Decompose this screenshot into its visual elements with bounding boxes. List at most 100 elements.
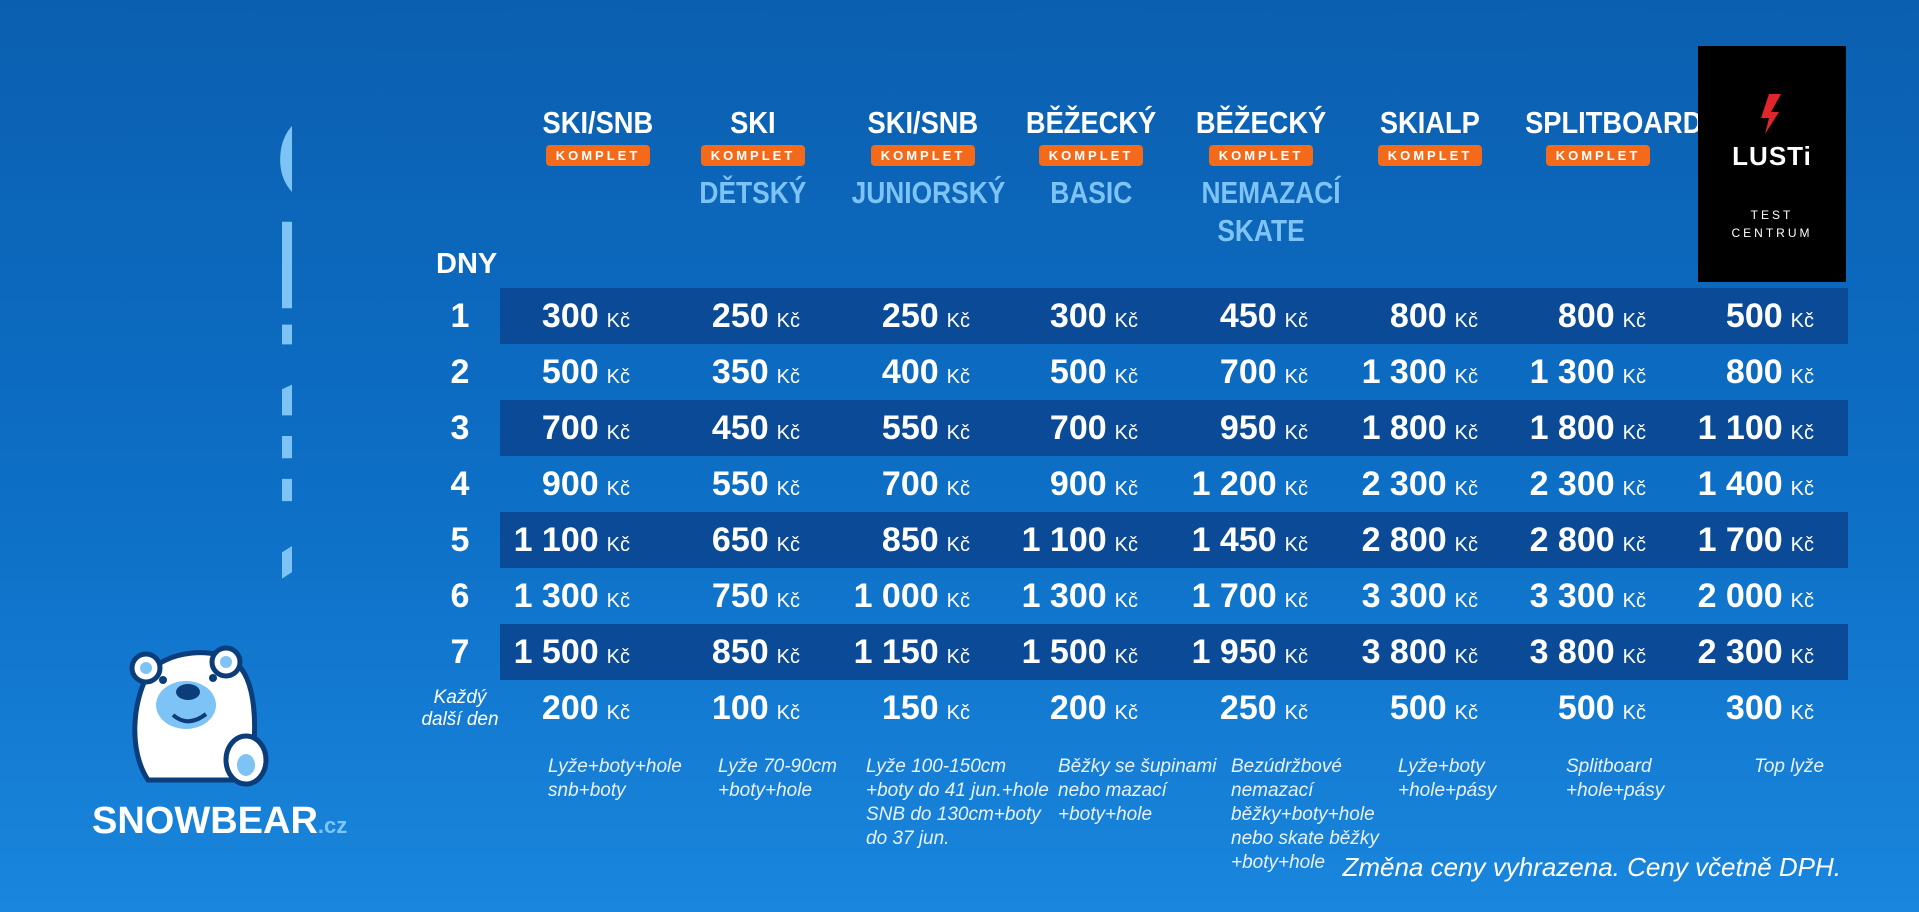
price-value: 3 800 <box>1361 633 1447 671</box>
description-line: snb+boty <box>548 780 626 801</box>
cenik-title-graphic: CENÍK <box>241 100 453 580</box>
price-value: 1 800 <box>1361 409 1447 447</box>
price-cell: 500 Kč <box>1644 288 1814 349</box>
price-value: 1 200 <box>1191 465 1277 503</box>
price-value: 800 <box>1389 297 1447 335</box>
currency: Kč <box>1284 366 1308 388</box>
price-value: 900 <box>541 465 599 503</box>
price-cell: 700 Kč <box>460 400 630 461</box>
currency: Kč <box>1454 534 1478 556</box>
currency: Kč <box>606 478 630 500</box>
price-cell: 1 800 Kč <box>1476 400 1646 461</box>
description-line: +boty do 41 jun.+hole <box>866 780 1049 801</box>
currency: Kč <box>1454 310 1478 332</box>
day-number: 5 <box>450 521 470 559</box>
col-title: SKIALP <box>1379 105 1481 140</box>
col-subtitle: NEMAZACÍ SKATE <box>1201 175 1341 248</box>
currency: Kč <box>1622 590 1646 612</box>
currency: Kč <box>776 646 800 668</box>
description-line: +boty+hole <box>1058 804 1153 825</box>
price-cell: 250 Kč <box>800 288 970 349</box>
description-line: +boty+hole <box>1231 852 1326 873</box>
currency: Kč <box>606 590 630 612</box>
lusti-test-centrum-logo: LUSTi TEST CENTRUM <box>1698 46 1846 282</box>
currency: Kč <box>606 422 630 444</box>
price-cell: 650 Kč <box>630 512 800 573</box>
price-value: 350 <box>711 353 769 391</box>
days-label: DNY <box>436 248 498 280</box>
price-value: 1 950 <box>1191 633 1277 671</box>
currency: Kč <box>1622 422 1646 444</box>
currency: Kč <box>946 646 970 668</box>
currency: Kč <box>776 366 800 388</box>
price-cell: 1 700 Kč <box>1644 512 1814 573</box>
description-line: do 37 jun. <box>866 828 950 849</box>
currency: Kč <box>1622 366 1646 388</box>
col-header-3: SKI/SNB KOMPLET JUNIORSKÝ <box>838 105 1008 212</box>
price-cell: 700 Kč <box>1138 344 1308 405</box>
price-cell: 850 Kč <box>800 512 970 573</box>
price-value: 2 300 <box>1697 633 1783 671</box>
komplet-badge: KOMPLET <box>700 145 806 166</box>
currency: Kč <box>606 646 630 668</box>
column-description: Splitboard +hole+pásy <box>1566 755 1664 803</box>
col-subtitle: BASIC <box>1049 175 1132 210</box>
price-cell: 1 200 Kč <box>1138 456 1308 517</box>
price-value: 1 500 <box>1021 633 1107 671</box>
price-cell: 950 Kč <box>1138 400 1308 461</box>
description-line: Bezúdržbové <box>1231 756 1342 777</box>
price-value: 2 000 <box>1697 577 1783 615</box>
column-description: Top lyže <box>1754 755 1824 779</box>
price-cell: 1 400 Kč <box>1644 456 1814 517</box>
description-line: +hole+pásy <box>1566 780 1665 801</box>
price-cell: 800 Kč <box>1644 344 1814 405</box>
col-title: SKI/SNB <box>867 105 979 140</box>
price-cell: 2 800 Kč <box>1308 512 1478 573</box>
currency: Kč <box>1284 422 1308 444</box>
price-value: 2 300 <box>1361 465 1447 503</box>
komplet-badge: KOMPLET <box>1545 145 1651 166</box>
next-day-label-1: Každý <box>433 687 487 708</box>
column-description: Běžky se šupinami nebo mazací +boty+hole <box>1058 755 1216 827</box>
price-value: 700 <box>881 465 939 503</box>
currency: Kč <box>1114 702 1138 724</box>
col-subtitle: JUNIORSKÝ <box>851 175 1006 210</box>
description-line: Lyže 70-90cm <box>718 756 837 777</box>
currency: Kč <box>776 310 800 332</box>
lusti-name: LUSTi <box>1732 141 1812 171</box>
currency: Kč <box>1790 646 1814 668</box>
next-day-price-cell: 200 Kč <box>460 680 630 741</box>
next-day-price-cell: 500 Kč <box>1308 680 1478 741</box>
currency: Kč <box>1454 702 1478 724</box>
price-value: 3 800 <box>1529 633 1615 671</box>
price-cell: 450 Kč <box>1138 288 1308 349</box>
price-value: 1 100 <box>513 521 599 559</box>
price-cell: 300 Kč <box>968 288 1138 349</box>
column-description: Lyže 70-90cm +boty+hole <box>718 755 837 803</box>
price-note: Změna ceny vyhrazena. Ceny včetně DPH. <box>1342 852 1841 882</box>
price-cell: 550 Kč <box>630 456 800 517</box>
price-cell: 500 Kč <box>968 344 1138 405</box>
price-value: 700 <box>1219 353 1277 391</box>
price-cell: 2 300 Kč <box>1644 624 1814 685</box>
brand-tld: .cz <box>317 813 348 838</box>
price-cell: 550 Kč <box>800 400 970 461</box>
snowbear-logo: SNOWBEAR.cz <box>92 800 347 843</box>
price-cell: 1 100 Kč <box>968 512 1138 573</box>
price-value: 700 <box>1049 409 1107 447</box>
price-cell: 1 100 Kč <box>460 512 630 573</box>
price-cell: 3 300 Kč <box>1308 568 1478 629</box>
price-value: 300 <box>1725 689 1783 727</box>
table-row <box>500 512 1848 568</box>
currency: Kč <box>946 422 970 444</box>
price-cell: 2 000 Kč <box>1644 568 1814 629</box>
table-row <box>500 400 1848 456</box>
currency: Kč <box>1114 366 1138 388</box>
price-value: 850 <box>711 633 769 671</box>
currency: Kč <box>1114 534 1138 556</box>
currency: Kč <box>1622 534 1646 556</box>
description-line: nebo mazací <box>1058 780 1167 801</box>
price-value: 450 <box>711 409 769 447</box>
price-value: 1 300 <box>1529 353 1615 391</box>
currency: Kč <box>1284 534 1308 556</box>
